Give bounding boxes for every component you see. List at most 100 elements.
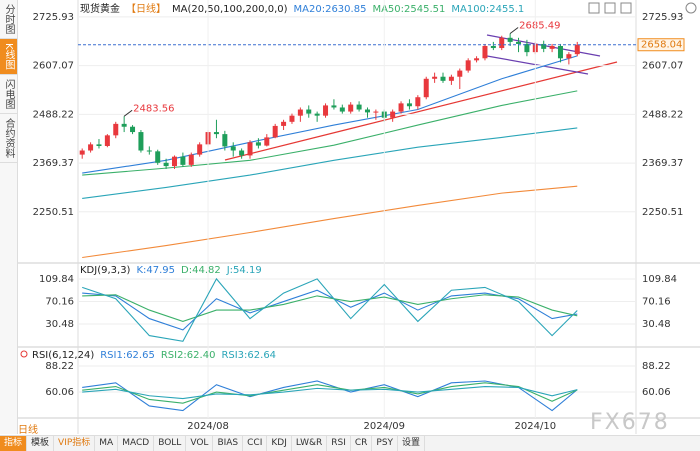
- candle-body: [331, 105, 337, 108]
- candle-body: [297, 109, 303, 116]
- legend-label: MA50:2545.51: [372, 4, 445, 15]
- y-tick-label: 2607.07: [642, 61, 683, 72]
- candle-body: [314, 113, 320, 116]
- y-tick-label: 2369.37: [33, 158, 74, 169]
- toolbar-button[interactable]: RSI: [327, 436, 351, 451]
- toolbar-button[interactable]: VIP指标: [54, 436, 96, 451]
- candle-body: [104, 135, 110, 147]
- period-selector[interactable]: 日线: [18, 425, 38, 436]
- settings-icon[interactable]: [20, 350, 28, 358]
- candle-body: [457, 70, 463, 77]
- indicator-line: [82, 277, 578, 342]
- icon[interactable]: [588, 2, 600, 14]
- sidebar-tab[interactable]: 分时图: [0, 0, 17, 39]
- legend-label: 【日线】: [126, 2, 166, 15]
- toolbar-icons[interactable]: [588, 2, 697, 14]
- y-tick-label: 2607.07: [33, 61, 74, 72]
- candle-body: [373, 111, 379, 113]
- candle-body: [415, 97, 421, 107]
- toolbar-button[interactable]: LW&R: [292, 436, 328, 451]
- candle-body: [398, 103, 404, 112]
- candle-body: [163, 162, 169, 167]
- candle-body: [448, 76, 454, 81]
- candle-body: [474, 58, 480, 61]
- candle-body: [255, 142, 261, 146]
- candle-body: [356, 104, 362, 110]
- candle-body: [213, 132, 219, 135]
- candle-body: [516, 41, 522, 44]
- toolbar-button[interactable]: BOLL: [154, 436, 187, 451]
- toolbar-button[interactable]: 设置: [398, 436, 426, 451]
- candle-body: [171, 156, 177, 167]
- y-tick-label: 109.84: [642, 274, 677, 285]
- toolbar-button[interactable]: VOL: [186, 436, 214, 451]
- x-tick-label: 2024/10: [515, 421, 557, 432]
- candle-body: [440, 76, 446, 81]
- y-tick-label: 60.06: [642, 387, 671, 398]
- y-tick-label: 2250.51: [642, 207, 683, 218]
- annotation-pointer: [509, 27, 519, 34]
- y-tick-label: 2488.22: [33, 109, 74, 120]
- candle-body: [507, 37, 513, 42]
- indicator-line: [82, 185, 578, 259]
- sidebar-tab[interactable]: 闪电图: [0, 75, 17, 114]
- candle-body: [188, 154, 194, 165]
- candle-body: [423, 78, 429, 98]
- candle-body: [264, 137, 270, 146]
- sidebar-tab[interactable]: K线图: [0, 39, 17, 75]
- candle-body: [574, 44, 580, 55]
- y-tick-label: 30.48: [642, 319, 671, 330]
- indicator-line: [82, 294, 578, 322]
- toolbar-button[interactable]: 模板: [27, 436, 55, 451]
- y-tick-label: 70.16: [45, 296, 74, 307]
- candle-body: [113, 123, 119, 136]
- candle-body: [557, 45, 563, 59]
- legend-label: 现货黄金: [80, 2, 120, 15]
- y-tick-label: 2488.22: [642, 109, 683, 120]
- indicator-line: [82, 127, 578, 200]
- legend-label: RSI1:62.65: [100, 350, 155, 361]
- y-tick-label: 70.16: [642, 296, 671, 307]
- sidebar-tab[interactable]: 合约资料: [0, 114, 17, 163]
- candle-body: [247, 142, 253, 156]
- candle-body: [281, 121, 287, 126]
- candle-body: [339, 107, 345, 112]
- icon[interactable]: [604, 2, 616, 14]
- legend-label: D:44.82: [181, 265, 221, 276]
- legend-label: RSI(6,12,24): [32, 350, 94, 361]
- candle-body: [230, 146, 236, 151]
- x-tick-label: 2024/09: [363, 421, 405, 432]
- toolbar-button[interactable]: PSY: [372, 436, 399, 451]
- legend-label: J:54.19: [226, 265, 262, 276]
- candle-body: [524, 43, 530, 53]
- icon[interactable]: [620, 2, 632, 14]
- toolbar-button[interactable]: 指标: [0, 436, 28, 451]
- toolbar-button[interactable]: CR: [351, 436, 373, 451]
- y-tick-label: 30.48: [45, 319, 74, 330]
- candle-body: [432, 76, 438, 79]
- toolbar-button[interactable]: CCI: [243, 436, 268, 451]
- trend-line: [224, 61, 618, 161]
- candle-body: [121, 123, 127, 127]
- y-tick-label: 2725.93: [33, 12, 74, 23]
- candle-body: [289, 115, 295, 122]
- candle-body: [79, 150, 85, 155]
- toolbar-button[interactable]: BIAS: [213, 436, 244, 451]
- toolbar-button[interactable]: MA: [95, 436, 119, 451]
- candle-body: [306, 109, 312, 114]
- toolbar-button[interactable]: KDJ: [267, 436, 292, 451]
- y-tick-label: 88.22: [642, 361, 671, 372]
- y-tick-label: 2250.51: [33, 207, 74, 218]
- y-tick-label: 109.84: [39, 274, 74, 285]
- candle-body: [130, 126, 136, 133]
- toolbar-button[interactable]: MACD: [118, 436, 155, 451]
- candle-body: [549, 45, 555, 49]
- icon[interactable]: [685, 2, 697, 14]
- watermark: FX678: [590, 410, 670, 435]
- candle-body: [146, 150, 152, 152]
- legend-label: MA(20,50,100,200,0,0): [172, 4, 288, 15]
- annotation-label: 2483.56: [133, 103, 174, 114]
- annotation-label: 2685.49: [519, 20, 560, 31]
- candle-body: [222, 134, 228, 147]
